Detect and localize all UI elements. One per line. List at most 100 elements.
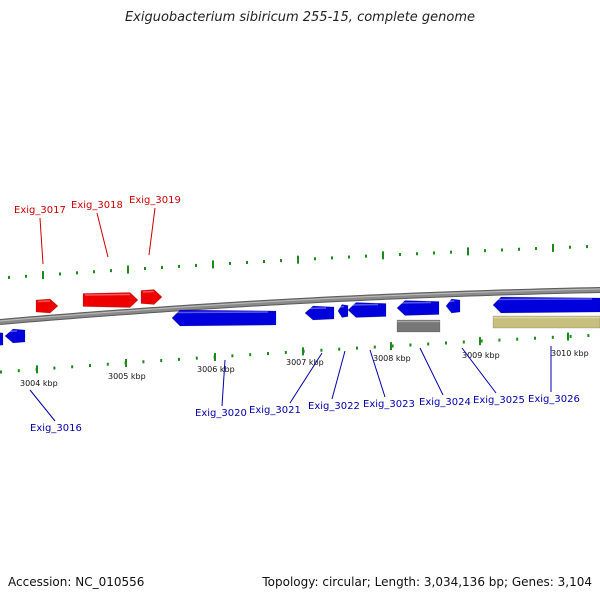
- upper-minor-tick: [484, 249, 486, 253]
- gene-arrow-exig-3020: [171, 309, 277, 327]
- upper-minor-tick: [399, 253, 401, 257]
- tick-label: 3004 kbp: [20, 379, 58, 388]
- gene-arrow-exig-3023: [347, 302, 387, 318]
- lower-minor-tick: [106, 362, 109, 366]
- upper-minor-tick: [314, 257, 316, 261]
- gene-label-reverse: Exig_3016: [30, 423, 82, 434]
- lower-major-tick: [390, 342, 392, 351]
- upper-minor-tick: [280, 259, 282, 263]
- upper-minor-tick: [246, 260, 248, 264]
- upper-major-tick: [467, 247, 469, 256]
- lower-major-tick: [214, 352, 216, 361]
- gene-leader-line: [331, 350, 346, 400]
- gene-label-reverse: Exig_3023: [363, 399, 415, 410]
- lower-minor-tick: [356, 346, 358, 350]
- lower-major-tick: [302, 347, 304, 356]
- gene-arrow-exig-3026-highlight: [494, 298, 593, 301]
- gene-leader-line: [369, 349, 386, 398]
- lower-minor-tick: [160, 359, 163, 363]
- upper-major-tick: [382, 251, 384, 260]
- gene-label-reverse: Exig_3022: [308, 401, 360, 412]
- upper-minor-tick: [263, 260, 265, 264]
- gene-label-reverse: Exig_3026: [528, 394, 580, 405]
- lower-major-tick: [125, 358, 127, 367]
- tick-label: 3005 kbp: [108, 372, 146, 381]
- lower-minor-tick: [231, 354, 234, 358]
- upper-minor-tick: [586, 245, 588, 249]
- lower-minor-tick: [0, 370, 2, 374]
- backbone: [0, 288, 600, 324]
- tick-label: 3010 kbp: [551, 349, 589, 358]
- gene-arrow-exig-3025: [445, 298, 461, 314]
- gene-label-reverse: Exig_3025: [473, 395, 525, 406]
- gene-leader-line: [148, 207, 156, 256]
- lower-minor-tick: [409, 343, 412, 347]
- tick-label: 3007 kbp: [286, 358, 324, 367]
- upper-minor-tick: [416, 252, 418, 256]
- upper-minor-tick: [178, 264, 180, 268]
- gene-label-forward: Exig_3018: [71, 200, 123, 211]
- upper-minor-tick: [535, 247, 537, 251]
- upper-major-tick: [297, 255, 299, 264]
- lower-minor-tick: [249, 353, 252, 357]
- upper-minor-tick: [450, 250, 452, 254]
- lower-minor-tick: [373, 345, 376, 349]
- lower-minor-tick: [498, 338, 501, 342]
- gene-arrow-exig-3024: [396, 300, 440, 316]
- pseudo-gene-bar: [396, 319, 441, 333]
- gene-arrow-exig-3017-highlight: [37, 300, 51, 303]
- upper-minor-tick: [501, 248, 503, 252]
- labels-layer: Exig_3017 Exig_3018 Exig_3019 Exig_3016 Exig…: [14, 195, 580, 434]
- gene-arrow-exig-3026: [492, 296, 600, 314]
- accession-text: Accession: NC_010556: [8, 575, 145, 589]
- backbone-layer: [0, 287, 600, 325]
- lower-minor-tick: [89, 363, 91, 367]
- lower-minor-tick: [391, 344, 394, 348]
- genes-layer: [0, 289, 600, 346]
- gene-label-reverse: Exig_3021: [249, 405, 301, 416]
- upper-minor-tick: [518, 247, 520, 251]
- lower-minor-tick: [53, 366, 56, 370]
- lower-minor-tick: [195, 356, 198, 360]
- gene-arrow-exig-3019: [140, 289, 163, 305]
- lower-minor-tick: [534, 336, 536, 340]
- lower-major-tick: [36, 365, 38, 374]
- tick-label: 3008 kbp: [373, 354, 411, 363]
- tick-layer: 3004 kbp 3005 kbp 3006 kbp 3007 kbp 3008 kbp…: [0, 243, 590, 388]
- gene-label-forward: Exig_3019: [129, 195, 181, 206]
- upper-minor-tick: [144, 267, 146, 271]
- lower-minor-tick: [142, 360, 145, 364]
- lower-minor-tick: [587, 334, 590, 338]
- gene-arrow-exig-3019-highlight: [142, 290, 155, 293]
- upper-major-tick: [127, 265, 129, 274]
- lower-minor-tick: [569, 334, 572, 338]
- gene-arrow-exig-3018-highlight: [84, 293, 131, 296]
- tick-label: 3009 kbp: [462, 351, 500, 360]
- lower-minor-tick: [551, 335, 554, 339]
- upper-minor-tick: [229, 261, 231, 265]
- gene-leader-line: [461, 347, 497, 394]
- upper-minor-tick: [331, 256, 333, 260]
- lower-major-tick: [479, 337, 481, 346]
- lower-minor-tick: [462, 340, 465, 344]
- lower-minor-tick: [445, 341, 447, 345]
- upper-minor-tick: [433, 251, 435, 255]
- upper-minor-tick: [8, 275, 10, 279]
- gene-arrow-left-edge: [0, 332, 4, 346]
- upper-minor-tick: [348, 255, 350, 259]
- lower-major-tick: [567, 332, 569, 341]
- upper-minor-tick: [365, 254, 367, 258]
- lower-minor-tick: [480, 339, 483, 343]
- upper-minor-tick: [59, 272, 61, 276]
- lower-minor-tick: [17, 369, 20, 373]
- gene-leader-line: [29, 389, 56, 422]
- gene-leader-line: [96, 212, 109, 258]
- upper-major-tick: [42, 271, 44, 280]
- gene-label-forward: Exig_3017: [14, 205, 66, 216]
- gene-leader-line: [221, 359, 226, 407]
- backbone-highlight: [0, 288, 600, 322]
- gene-leader-line: [39, 217, 44, 265]
- gene-arrow-exig-3018: [82, 292, 139, 308]
- gene-arrow-exig-3020-highlight: [173, 311, 269, 314]
